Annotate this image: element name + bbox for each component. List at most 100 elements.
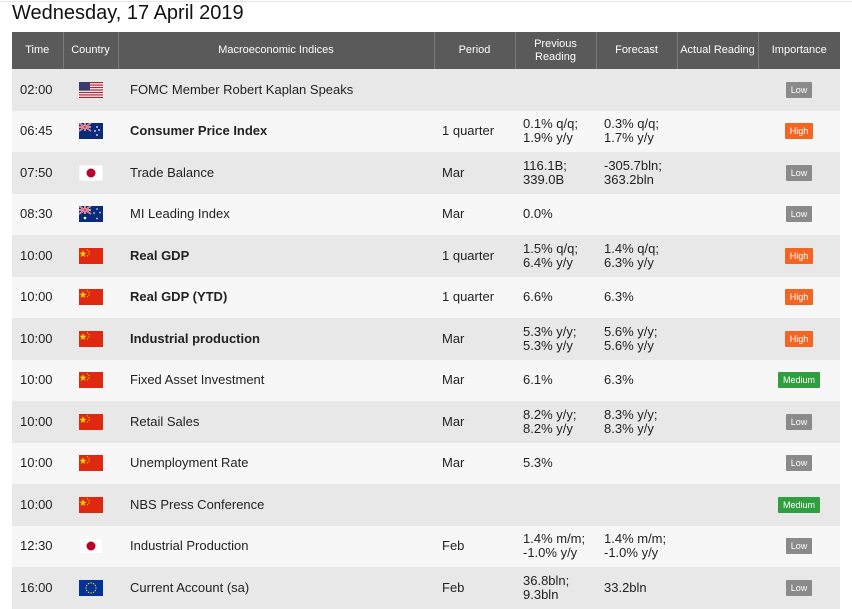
table-row[interactable]: 12:30 Industrial Production Feb 1.4% m/m; -… bbox=[12, 525, 840, 567]
previous-reading-cell: 8.2% y/y; 8.2% y/y bbox=[515, 401, 596, 443]
period-cell: Mar bbox=[434, 193, 515, 235]
country-cell bbox=[63, 193, 118, 235]
top-divider bbox=[0, 1, 852, 2]
period-cell: 1 quarter bbox=[434, 235, 515, 277]
importance-cell: Low bbox=[758, 567, 840, 609]
indicator-name[interactable]: MI Leading Index bbox=[118, 193, 434, 235]
forecast-value: 1.4% q/q; 6.3% y/y bbox=[604, 240, 659, 270]
time-cell: 10:00 bbox=[12, 359, 63, 401]
cn-flag-icon bbox=[78, 247, 103, 264]
actual-reading-cell bbox=[677, 318, 758, 360]
importance-cell: Low bbox=[758, 152, 840, 194]
country-cell bbox=[63, 484, 118, 526]
importance-cell: Low bbox=[758, 193, 840, 235]
indicator-name[interactable]: FOMC Member Robert Kaplan Speaks bbox=[118, 69, 434, 111]
column-header-previous[interactable]: Previous Reading bbox=[515, 32, 597, 69]
column-header-country[interactable]: Country bbox=[63, 32, 119, 69]
indicator-name[interactable]: Trade Balance bbox=[118, 152, 434, 194]
table-row[interactable]: 10:00 Unemployment Rate Mar 5.3% Low bbox=[12, 442, 840, 484]
importance-cell: Medium bbox=[758, 484, 840, 526]
actual-reading-cell bbox=[677, 193, 758, 235]
country-cell bbox=[63, 442, 118, 484]
table-row[interactable]: 10:00 Retail Sales Mar 8.2% y/y; 8.2% y/y 8.… bbox=[12, 401, 840, 443]
time-cell: 07:50 bbox=[12, 152, 63, 194]
time-cell: 16:00 bbox=[12, 567, 63, 609]
importance-badge: High bbox=[784, 247, 814, 264]
previous-reading-cell: 5.3% bbox=[515, 442, 596, 484]
indicator-name[interactable]: Consumer Price Index bbox=[118, 110, 434, 152]
page-title: Wednesday, 17 April 2019 bbox=[12, 2, 244, 24]
cn-flag-icon bbox=[78, 372, 103, 389]
importance-badge: Low bbox=[785, 579, 813, 596]
forecast-cell bbox=[596, 69, 677, 111]
forecast-value: 6.3% bbox=[604, 289, 634, 305]
forecast-cell: 1.4% m/m; -1.0% y/y bbox=[596, 525, 677, 567]
period-cell: 1 quarter bbox=[434, 276, 515, 318]
importance-badge: Low bbox=[785, 538, 813, 555]
eu-flag-icon bbox=[78, 579, 103, 596]
indicator-name[interactable]: NBS Press Conference bbox=[118, 484, 434, 526]
importance-cell: Medium bbox=[758, 359, 840, 401]
previous-reading-value: 6.6% bbox=[523, 289, 553, 305]
column-header-indices[interactable]: Macroeconomic Indices bbox=[118, 32, 435, 69]
indicator-name[interactable]: Current Account (sa) bbox=[118, 567, 434, 609]
actual-reading-cell bbox=[677, 567, 758, 609]
table-row[interactable]: 10:00 NBS Press Conference Medium bbox=[12, 484, 840, 526]
table-row[interactable]: 10:00 Real GDP (YTD) 1 quarter 6.6% 6.3% High bbox=[12, 276, 840, 318]
column-header-forecast[interactable]: Forecast bbox=[596, 32, 678, 69]
table-row[interactable]: 10:00 Fixed Asset Investment Mar 6.1% 6.3% Me… bbox=[12, 359, 840, 401]
column-header-time[interactable]: Time bbox=[12, 32, 64, 69]
importance-cell: High bbox=[758, 318, 840, 360]
indicator-name[interactable]: Fixed Asset Investment bbox=[118, 359, 434, 401]
period-cell: Mar bbox=[434, 401, 515, 443]
period-cell: Mar bbox=[434, 442, 515, 484]
previous-reading-value: 8.2% y/y; 8.2% y/y bbox=[523, 406, 577, 436]
country-cell bbox=[63, 567, 118, 609]
previous-reading-cell: 36.8bln; 9.3bln bbox=[515, 567, 596, 609]
table-row[interactable]: 07:50 Trade Balance Mar 116.1B; 339.0B -305.… bbox=[12, 152, 840, 194]
previous-reading-cell: 0.0% bbox=[515, 193, 596, 235]
indicator-name[interactable]: Real GDP bbox=[118, 235, 434, 277]
forecast-value: 6.3% bbox=[604, 372, 634, 388]
indicator-name[interactable]: Unemployment Rate bbox=[118, 442, 434, 484]
previous-reading-value: 116.1B; 339.0B bbox=[523, 157, 567, 187]
forecast-cell: 8.3% y/y; 8.3% y/y bbox=[596, 401, 677, 443]
table-row[interactable]: 10:00 Real GDP 1 quarter 1.5% q/q; 6.4% y/y… bbox=[12, 235, 840, 277]
time-cell: 10:00 bbox=[12, 484, 63, 526]
column-header-period[interactable]: Period bbox=[434, 32, 516, 69]
table-row[interactable]: 08:30 MI Leading Index Mar 0.0% Low bbox=[12, 193, 840, 235]
table-row[interactable]: 10:00 Industrial production Mar 5.3% y/y; 5… bbox=[12, 318, 840, 360]
period-cell: Feb bbox=[434, 525, 515, 567]
forecast-value: 5.6% y/y; 5.6% y/y bbox=[604, 323, 658, 353]
importance-cell: Low bbox=[758, 442, 840, 484]
country-cell bbox=[63, 359, 118, 401]
indicator-name[interactable]: Industrial Production bbox=[118, 525, 434, 567]
previous-reading-cell: 1.5% q/q; 6.4% y/y bbox=[515, 235, 596, 277]
indicator-name[interactable]: Real GDP (YTD) bbox=[118, 276, 434, 318]
forecast-cell: 1.4% q/q; 6.3% y/y bbox=[596, 235, 677, 277]
forecast-cell bbox=[596, 442, 677, 484]
forecast-cell bbox=[596, 484, 677, 526]
table-row[interactable]: 02:00 FOMC Member Robert Kaplan Speaks Low bbox=[12, 69, 840, 111]
cn-flag-icon bbox=[78, 496, 103, 513]
period-cell: 1 quarter bbox=[434, 110, 515, 152]
importance-cell: High bbox=[758, 235, 840, 277]
period-cell bbox=[434, 484, 515, 526]
table-row[interactable]: 16:00 Current Account (sa) Feb 36.8bln; 9.3… bbox=[12, 567, 840, 609]
column-header-actual[interactable]: Actual Reading bbox=[677, 32, 759, 69]
column-header-importance[interactable]: Importance bbox=[758, 32, 840, 69]
previous-reading-cell: 1.4% m/m; -1.0% y/y bbox=[515, 525, 596, 567]
country-cell bbox=[63, 318, 118, 360]
table-row[interactable]: 06:45 Consumer Price Index 1 quarter 0.1% q… bbox=[12, 110, 840, 152]
forecast-cell: 6.3% bbox=[596, 359, 677, 401]
forecast-cell: 0.3% q/q; 1.7% y/y bbox=[596, 110, 677, 152]
importance-badge: Low bbox=[785, 164, 813, 181]
indicator-name[interactable]: Industrial production bbox=[118, 318, 434, 360]
forecast-cell: 33.2bln bbox=[596, 567, 677, 609]
importance-badge: High bbox=[784, 123, 814, 140]
time-cell: 10:00 bbox=[12, 318, 63, 360]
table-header-row: Time Country Macroeconomic Indices Perio… bbox=[12, 32, 840, 69]
forecast-cell: -305.7bln; 363.2bln bbox=[596, 152, 677, 194]
indicator-name[interactable]: Retail Sales bbox=[118, 401, 434, 443]
importance-badge: Low bbox=[785, 413, 813, 430]
